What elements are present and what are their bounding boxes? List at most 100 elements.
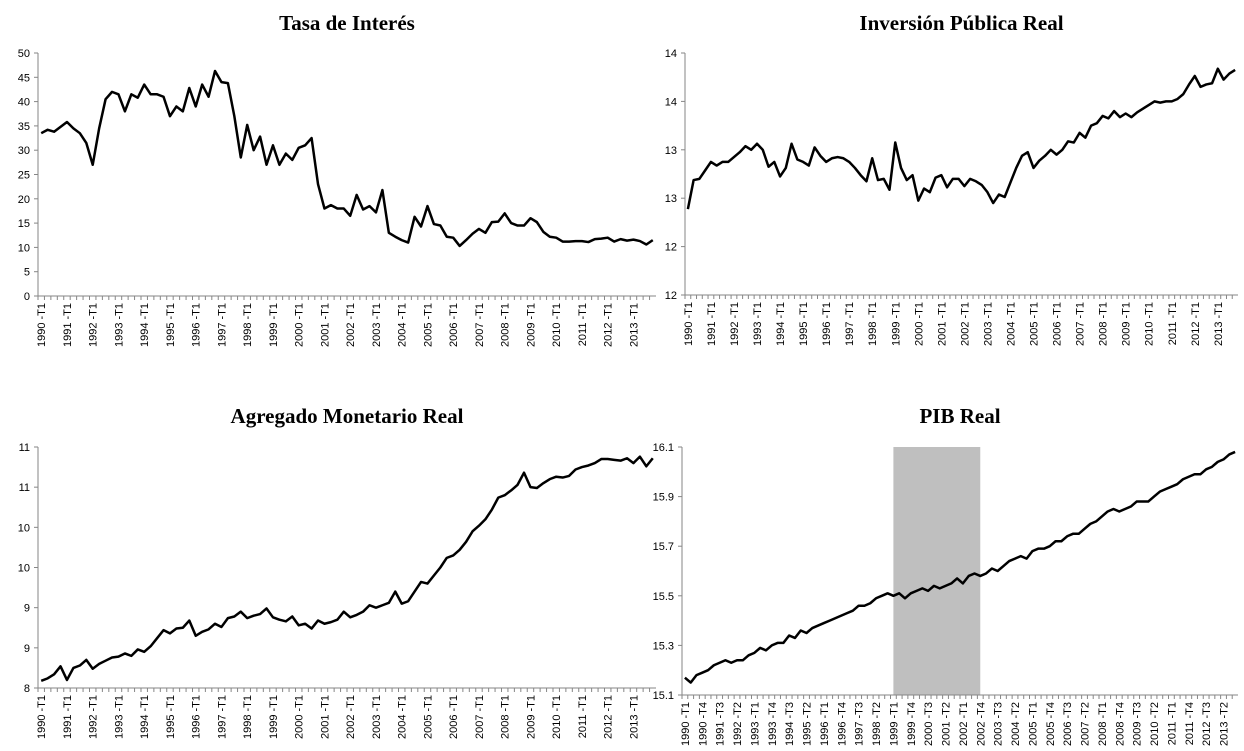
x-tick-label: 2004 -T2 [1010, 702, 1022, 746]
x-tick-label: 2011 -T1 [577, 695, 589, 738]
y-tick-label: 10 [18, 522, 30, 534]
x-tick-label: 1993 -T1 [113, 303, 125, 347]
y-tick-label: 11 [19, 442, 30, 454]
y-tick-label: 10 [18, 242, 30, 254]
x-tick-label: 1994 -T3 [784, 702, 796, 746]
x-tick-label: 2012 -T3 [1201, 702, 1213, 746]
y-tick-label: 13 [665, 145, 677, 157]
x-tick-label: 1991 -T1 [62, 303, 74, 347]
x-tick-label: 2005 -T4 [1045, 702, 1057, 746]
x-tick-label: 2008 -T1 [500, 303, 512, 347]
x-tick-label: 1993 -T1 [113, 695, 125, 739]
x-tick-label: 2001 -T1 [936, 302, 948, 346]
x-tick-label: 2000 -T3 [923, 702, 935, 746]
x-tick-label: 1999 -T1 [890, 302, 902, 346]
x-tick-label: 1998 -T2 [871, 702, 883, 746]
x-tick-label: 1998 -T1 [242, 303, 254, 347]
y-tick-label: 9 [24, 603, 30, 615]
x-tick-label: 2011 -T4 [1184, 702, 1196, 745]
x-tick-label: 1997 -T3 [854, 702, 866, 746]
y-tick-label: 9 [24, 643, 30, 655]
x-tick-label: 2003 -T1 [371, 695, 383, 739]
x-tick-label: 2013 -T2 [1219, 702, 1231, 746]
x-tick-label: 2008 -T1 [1097, 702, 1109, 746]
x-tick-label: 2011 -T1 [1166, 702, 1178, 745]
x-tick-label: 1998 -T1 [867, 302, 879, 346]
x-tick-label: 2010 -T1 [551, 695, 563, 739]
x-tick-label: 2002 -T1 [958, 702, 970, 746]
x-tick-label: 1993 -T4 [767, 702, 779, 746]
y-tick-label: 10 [18, 563, 30, 575]
x-tick-label: 1993 -T1 [752, 302, 764, 346]
line-series [686, 67, 1236, 210]
x-tick-label: 1996 -T1 [191, 303, 203, 347]
y-tick-label: 5 [24, 267, 30, 279]
y-tick-label: 45 [18, 72, 30, 84]
x-tick-label: 1999 -T4 [906, 702, 918, 746]
x-tick-label: 2000 -T1 [294, 695, 306, 739]
x-tick-label: 2013 -T1 [628, 695, 640, 739]
x-tick-label: 2008 -T1 [500, 695, 512, 739]
x-tick-label: 2006 -T1 [1052, 302, 1064, 346]
y-tick-label: 16.1 [653, 442, 674, 454]
x-tick-label: 1999 -T1 [268, 303, 280, 347]
x-tick-label: 2010 -T1 [1144, 302, 1156, 346]
x-tick-label: 2006 -T1 [448, 695, 460, 739]
x-tick-label: 2004 -T1 [1005, 302, 1017, 346]
y-tick-label: 11 [19, 482, 30, 494]
x-tick-label: 1996 -T1 [819, 702, 831, 746]
x-tick-label: 2005 -T1 [422, 695, 434, 739]
y-tick-label: 12 [665, 290, 677, 302]
y-tick-label: 20 [18, 194, 30, 206]
x-tick-label: 1993 -T1 [749, 702, 761, 746]
x-tick-label: 2008 -T1 [1098, 302, 1110, 346]
x-tick-label: 1997 -T1 [216, 695, 228, 739]
x-tick-label: 1990 -T1 [680, 702, 692, 746]
x-tick-label: 2005 -T1 [422, 303, 434, 347]
x-tick-label: 2001 -T2 [941, 702, 953, 746]
x-tick-label: 1995 -T1 [798, 302, 810, 346]
x-tick-label: 2003 -T1 [982, 302, 994, 346]
x-tick-label: 1996 -T4 [836, 702, 848, 746]
x-tick-label: 1998 -T1 [242, 695, 254, 739]
y-tick-label: 0 [24, 291, 30, 303]
x-tick-label: 2008 -T4 [1114, 702, 1126, 746]
y-tick-label: 15.5 [653, 591, 674, 603]
x-tick-label: 2007 -T2 [1080, 702, 1092, 746]
x-tick-label: 1991 -T1 [62, 695, 74, 739]
x-tick-label: 2000 -T1 [294, 303, 306, 347]
x-tick-label: 1999 -T1 [268, 695, 280, 739]
x-tick-label: 2002 -T1 [959, 302, 971, 346]
y-tick-label: 15.9 [653, 492, 674, 504]
x-tick-label: 2012 -T1 [603, 695, 615, 739]
x-tick-label: 2009 -T3 [1132, 702, 1144, 746]
chart-title: Agregado Monetario Real [231, 404, 464, 428]
chart-title: Inversión Pública Real [859, 11, 1063, 35]
chart-title: Tasa de Interés [279, 11, 415, 35]
x-tick-label: 2011 -T1 [1167, 302, 1179, 345]
x-tick-label: 1997 -T1 [216, 303, 228, 347]
x-tick-label: 2009 -T1 [525, 303, 537, 347]
x-tick-label: 2004 -T1 [397, 303, 409, 347]
y-tick-label: 12 [665, 242, 677, 254]
y-tick-label: 35 [18, 121, 30, 133]
y-tick-label: 15.3 [653, 640, 674, 652]
x-tick-label: 2012 -T1 [1190, 302, 1202, 346]
x-tick-label: 1992 -T1 [88, 303, 100, 347]
x-tick-label: 1995 -T2 [802, 702, 814, 746]
x-tick-label: 2002 -T1 [345, 695, 357, 739]
y-tick-label: 15 [18, 218, 30, 230]
shaded-period [893, 447, 981, 695]
x-tick-label: 1992 -T1 [729, 302, 741, 346]
x-tick-label: 2013 -T1 [628, 303, 640, 347]
line-series [684, 450, 1236, 684]
x-tick-label: 2005 -T1 [1027, 702, 1039, 746]
x-tick-label: 1990 -T1 [36, 695, 48, 739]
x-tick-label: 1990 -T1 [683, 302, 695, 346]
y-tick-label: 13 [665, 193, 677, 205]
y-tick-label: 15.1 [653, 690, 674, 702]
x-tick-label: 2009 -T1 [525, 695, 537, 739]
x-tick-label: 2007 -T1 [1075, 302, 1087, 346]
x-tick-label: 1995 -T1 [165, 303, 177, 347]
